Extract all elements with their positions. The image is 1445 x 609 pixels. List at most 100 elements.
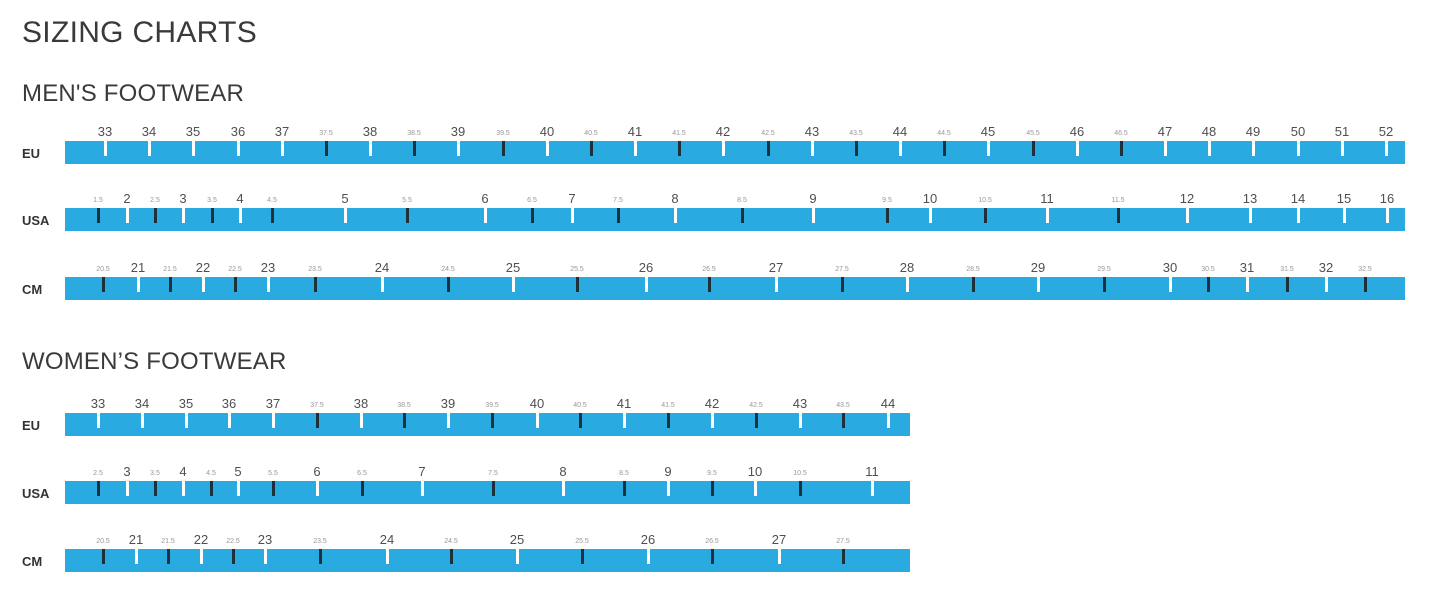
tick-label-cm-25.5: 25.5 — [575, 538, 589, 545]
tick-label-cm-23.5: 23.5 — [313, 538, 327, 545]
tick-label-cm-28: 28 — [899, 260, 915, 275]
tick-label-usa-8.5: 8.5 — [737, 197, 747, 204]
tick-cm-24.5 — [450, 549, 453, 564]
tick-label-eu-40.5: 40.5 — [584, 130, 598, 137]
tick-cm-21 — [135, 549, 138, 564]
tick-label-eu-43.5: 43.5 — [836, 402, 850, 409]
tick-eu-39 — [457, 141, 460, 156]
ruler-unit-label-womens-eu: EU — [22, 418, 41, 433]
tick-cm-22.5 — [234, 277, 237, 292]
tick-eu-41.5 — [678, 141, 681, 156]
tick-usa-6 — [484, 208, 487, 223]
tick-label-eu-43: 43 — [804, 124, 820, 139]
ruler-bar — [65, 481, 910, 504]
tick-label-eu-40.5: 40.5 — [573, 402, 587, 409]
tick-eu-38.5 — [413, 141, 416, 156]
tick-usa-6.5 — [531, 208, 534, 223]
tick-eu-43.5 — [842, 413, 845, 428]
tick-label-usa-2.5: 2.5 — [150, 197, 160, 204]
tick-usa-7 — [571, 208, 574, 223]
tick-label-cm-27.5: 27.5 — [835, 266, 849, 273]
tick-eu-51 — [1341, 141, 1344, 156]
tick-label-eu-37.5: 37.5 — [319, 130, 333, 137]
tick-label-usa-9.5: 9.5 — [882, 197, 892, 204]
tick-label-cm-30.5: 30.5 — [1201, 266, 1215, 273]
tick-eu-42 — [722, 141, 725, 156]
tick-usa-9 — [667, 481, 670, 496]
tick-label-eu-45: 45 — [980, 124, 996, 139]
tick-label-eu-51: 51 — [1334, 124, 1350, 139]
tick-label-eu-39.5: 39.5 — [496, 130, 510, 137]
ruler-bar — [65, 549, 910, 572]
tick-label-cm-27.5: 27.5 — [836, 538, 850, 545]
tick-label-cm-21.5: 21.5 — [163, 266, 177, 273]
tick-eu-42.5 — [767, 141, 770, 156]
tick-usa-11.5 — [1117, 208, 1120, 223]
tick-cm-23 — [264, 549, 267, 564]
tick-label-cm-32.5: 32.5 — [1358, 266, 1372, 273]
tick-cm-23 — [267, 277, 270, 292]
tick-cm-26.5 — [711, 549, 714, 564]
tick-eu-40 — [546, 141, 549, 156]
tick-label-usa-9: 9 — [809, 191, 817, 206]
tick-cm-21.5 — [167, 549, 170, 564]
tick-eu-35 — [185, 413, 188, 428]
tick-usa-2.5 — [154, 208, 157, 223]
tick-label-usa-4.5: 4.5 — [267, 197, 277, 204]
tick-usa-10 — [929, 208, 932, 223]
tick-cm-26 — [645, 277, 648, 292]
tick-eu-38 — [369, 141, 372, 156]
tick-label-eu-45.5: 45.5 — [1026, 130, 1040, 137]
tick-label-eu-33: 33 — [90, 396, 106, 411]
tick-cm-27 — [778, 549, 781, 564]
tick-cm-27.5 — [841, 277, 844, 292]
tick-eu-33 — [104, 141, 107, 156]
tick-eu-46 — [1076, 141, 1079, 156]
tick-label-eu-44.5: 44.5 — [937, 130, 951, 137]
tick-label-cm-28.5: 28.5 — [966, 266, 980, 273]
tick-label-usa-4: 4 — [179, 464, 187, 479]
tick-usa-9 — [812, 208, 815, 223]
tick-label-usa-9.5: 9.5 — [707, 470, 717, 477]
ruler-womens-eu: 33 34 35 36 37 37.5 38 38.5 39 39.5 40 40.5 41 41.5 42… — [65, 393, 910, 436]
tick-label-cm-20.5: 20.5 — [96, 538, 110, 545]
tick-usa-3.5 — [211, 208, 214, 223]
tick-usa-8 — [674, 208, 677, 223]
tick-label-eu-46: 46 — [1069, 124, 1085, 139]
tick-eu-43 — [799, 413, 802, 428]
tick-label-usa-14: 14 — [1290, 191, 1306, 206]
tick-eu-50 — [1297, 141, 1300, 156]
tick-cm-27 — [775, 277, 778, 292]
tick-label-cm-25: 25 — [509, 532, 525, 547]
tick-label-eu-40: 40 — [529, 396, 545, 411]
tick-cm-29.5 — [1103, 277, 1106, 292]
tick-label-usa-15: 15 — [1336, 191, 1352, 206]
tick-label-eu-42.5: 42.5 — [761, 130, 775, 137]
tick-label-cm-23: 23 — [257, 532, 273, 547]
ruler-bar — [65, 277, 1405, 300]
tick-label-eu-52: 52 — [1378, 124, 1394, 139]
tick-eu-35 — [192, 141, 195, 156]
tick-usa-5 — [237, 481, 240, 496]
tick-label-eu-43: 43 — [792, 396, 808, 411]
tick-label-cm-26.5: 26.5 — [702, 266, 716, 273]
tick-label-eu-44: 44 — [892, 124, 908, 139]
tick-usa-12 — [1186, 208, 1189, 223]
tick-label-usa-8: 8 — [559, 464, 567, 479]
tick-label-eu-42: 42 — [704, 396, 720, 411]
tick-label-cm-29.5: 29.5 — [1097, 266, 1111, 273]
tick-label-usa-6: 6 — [481, 191, 489, 206]
tick-label-eu-48: 48 — [1201, 124, 1217, 139]
tick-label-cm-21: 21 — [128, 532, 144, 547]
tick-eu-38.5 — [403, 413, 406, 428]
tick-label-usa-8.5: 8.5 — [619, 470, 629, 477]
tick-cm-25 — [516, 549, 519, 564]
ruler-mens-eu: 33 34 35 36 37 37.5 38 38.5 39 39.5 40 40.5 41 41.5 42… — [65, 121, 1405, 164]
ruler-womens-cm: 20.5 21 21.5 22 22.5 23 23.5 24 24.5 25 25.5 26 26.5… — [65, 529, 910, 572]
tick-eu-42 — [711, 413, 714, 428]
tick-cm-24 — [381, 277, 384, 292]
tick-cm-24 — [386, 549, 389, 564]
tick-cm-23.5 — [319, 549, 322, 564]
tick-label-eu-41: 41 — [627, 124, 643, 139]
tick-label-cm-27: 27 — [771, 532, 787, 547]
